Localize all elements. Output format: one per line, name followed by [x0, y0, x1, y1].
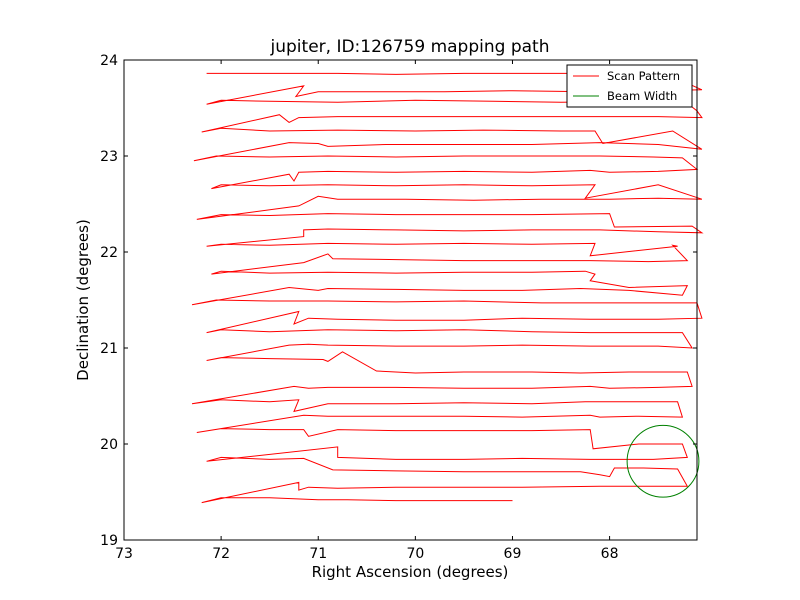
y-axis-label: Declination (degrees): [74, 219, 92, 381]
y-tick-label: 22: [100, 245, 118, 261]
y-tick-label: 23: [100, 149, 118, 165]
plot-area: [124, 60, 697, 540]
x-axis-label: Right Ascension (degrees): [312, 563, 509, 581]
x-tick-label: 72: [212, 546, 230, 562]
x-axis: 73 72 71 70 69 68: [115, 60, 619, 562]
plot-frame: [123, 59, 698, 541]
x-tick-label: 70: [406, 546, 424, 562]
y-tick-label: 24: [100, 53, 118, 69]
x-tick-label: 71: [309, 546, 327, 562]
series-scan-pattern: [191, 72, 704, 504]
x-tick-label: 73: [115, 546, 133, 562]
data-layer: [191, 72, 704, 504]
legend: Scan Pattern Beam Width: [566, 64, 693, 108]
series-beam-width: [626, 424, 700, 498]
y-tick-label: 21: [100, 341, 118, 357]
legend-label-scan-pattern: Scan Pattern: [607, 69, 680, 83]
y-tick-label: 19: [100, 533, 118, 549]
y-tick-label: 20: [100, 437, 118, 453]
y-axis: 19 20 21 22 23 24: [100, 53, 697, 549]
legend-box: [566, 64, 693, 108]
x-tick-label: 68: [601, 546, 619, 562]
x-tick-label: 69: [504, 546, 522, 562]
legend-label-beam-width: Beam Width: [607, 89, 677, 103]
chart-title: jupiter, ID:126759 mapping path: [270, 37, 550, 57]
